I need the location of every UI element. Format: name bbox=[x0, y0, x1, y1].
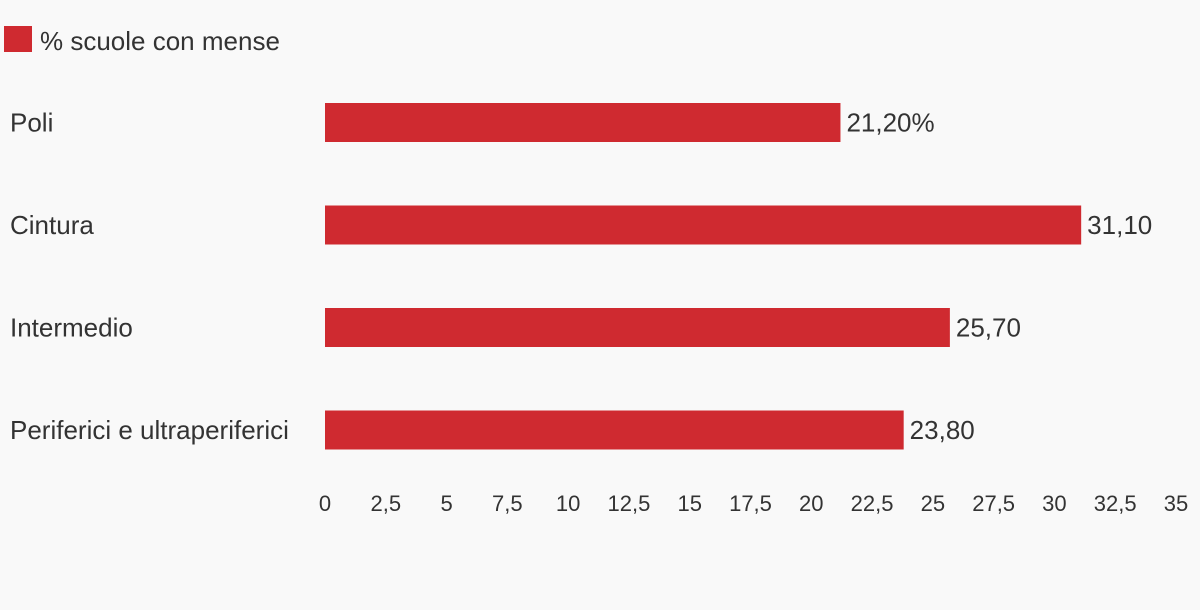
x-axis-tick-labels: 0 2,5 5 7,5 10 12,5 15 17,5 20 22,5 25 27,5 30 32,5 35 bbox=[319, 491, 1188, 516]
bar bbox=[325, 103, 841, 142]
bar-value-label: 21,20% bbox=[846, 108, 934, 138]
x-tick-label: 17,5 bbox=[729, 491, 772, 516]
x-tick-label: 30 bbox=[1042, 491, 1066, 516]
category-labels: Poli Cintura Intermedio Periferici e ultrap… bbox=[10, 108, 289, 446]
x-tick-label: 0 bbox=[319, 491, 331, 516]
bar-value-label: 23,80 bbox=[910, 415, 975, 445]
legend-swatch bbox=[4, 26, 32, 52]
category-label: Poli bbox=[10, 108, 53, 138]
x-tick-label: 5 bbox=[440, 491, 452, 516]
bar bbox=[325, 308, 950, 347]
category-label: Intermedio bbox=[10, 313, 133, 343]
data-labels: 21,20% 31,10 25,70 23,80 bbox=[846, 108, 1152, 446]
x-tick-label: 22,5 bbox=[851, 491, 894, 516]
x-tick-label: 7,5 bbox=[492, 491, 523, 516]
bar-value-label: 25,70 bbox=[956, 313, 1021, 343]
x-tick-label: 10 bbox=[556, 491, 580, 516]
x-tick-label: 35 bbox=[1164, 491, 1188, 516]
bars bbox=[325, 103, 1082, 450]
chart-legend: % scuole con mense bbox=[4, 26, 280, 56]
category-label: Periferici e ultraperiferici bbox=[10, 415, 289, 445]
x-tick-label: 32,5 bbox=[1094, 491, 1137, 516]
category-label: Cintura bbox=[10, 210, 94, 240]
x-tick-label: 27,5 bbox=[972, 491, 1015, 516]
x-tick-label: 15 bbox=[677, 491, 701, 516]
x-tick-label: 25 bbox=[921, 491, 945, 516]
legend-label: % scuole con mense bbox=[40, 26, 280, 56]
x-tick-label: 2,5 bbox=[370, 491, 401, 516]
x-tick-label: 20 bbox=[799, 491, 823, 516]
bar-value-label: 31,10 bbox=[1087, 210, 1152, 240]
x-tick-label: 12,5 bbox=[608, 491, 651, 516]
bar bbox=[325, 205, 1082, 245]
bar bbox=[325, 410, 904, 450]
